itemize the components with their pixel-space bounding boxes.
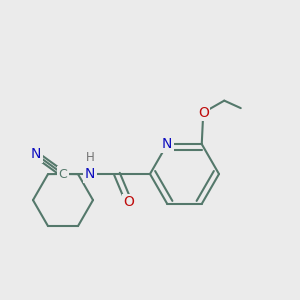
- Text: C: C: [58, 167, 68, 181]
- Text: O: O: [124, 196, 134, 209]
- Text: N: N: [85, 167, 95, 181]
- Text: N: N: [31, 148, 41, 161]
- Text: N: N: [162, 137, 172, 151]
- Text: H: H: [85, 151, 94, 164]
- Text: O: O: [198, 106, 209, 120]
